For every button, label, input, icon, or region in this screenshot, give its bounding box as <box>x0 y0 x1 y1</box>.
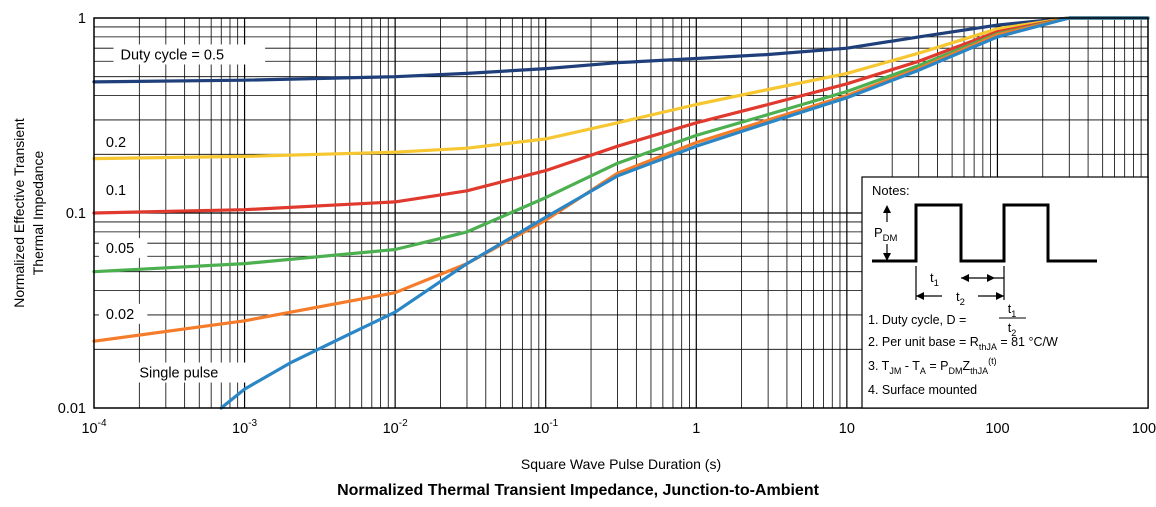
series-line <box>92 16 1150 161</box>
series-label: 0.05 <box>106 241 134 257</box>
t1-arrow-right <box>961 274 969 282</box>
x-axis-title: Square Wave Pulse Duration (s) <box>521 456 721 472</box>
pulse-waveform <box>872 203 1097 263</box>
t1-label: t1 <box>930 270 939 289</box>
y-tick-label: 0.1 <box>66 206 86 222</box>
y-axis-title-line: Normalized Effective Transient <box>11 118 27 308</box>
pdm-label-bg <box>874 222 904 244</box>
y-tick-label: 0.01 <box>58 401 86 417</box>
series-label: 0.2 <box>106 135 126 151</box>
t1-arrow-left <box>987 274 995 282</box>
series-label: Duty cycle = 0.5 <box>121 47 225 63</box>
series-label-layer: Duty cycle = 0.5 0.2 0.1 0.05 0.02 Single pul… <box>98 44 266 383</box>
note-2: 2. Per unit base = RthJA = 81 °C/W <box>868 335 1058 352</box>
notes-heading: Notes: <box>872 183 910 198</box>
x-tick-label: 10-2 <box>383 418 408 437</box>
pdm-arrow-up <box>883 205 891 213</box>
y-tick-label: 1 <box>78 11 86 27</box>
t2-label: t2 <box>956 289 965 308</box>
t2-arrow <box>996 292 1004 300</box>
grid-layer <box>94 18 1148 408</box>
series-line <box>219 16 1150 410</box>
chart-title: Normalized Thermal Transient Impedance, … <box>337 482 820 499</box>
x-tick-label: 10 <box>839 421 855 437</box>
x-tick-label: 1 <box>692 421 700 437</box>
pdm-label: PDM <box>874 225 898 244</box>
series-label-bg <box>98 238 148 259</box>
series-label-bg <box>98 180 139 201</box>
pdm-arrow-down <box>883 253 891 261</box>
series-label: 0.1 <box>106 183 126 199</box>
series-line <box>92 16 1150 343</box>
note-1-fraction-top: t1 <box>1008 302 1017 319</box>
note-3: 3. TJM - TA = PDMZthJA(t) <box>868 356 997 376</box>
y-axis-title: Normalized Effective Transient Thermal Im… <box>11 118 46 308</box>
series-label-bg <box>98 132 139 153</box>
note-4: 4. Surface mounted <box>868 383 977 397</box>
t1-label-bg <box>925 268 949 288</box>
note-1-fraction-bottom: t2 <box>1008 321 1017 338</box>
series-label-bg <box>113 44 266 65</box>
series-line <box>92 16 1150 84</box>
series-label: Single pulse <box>139 366 218 382</box>
series-label: 0.02 <box>106 307 134 323</box>
x-tick-label: 100 <box>985 421 1009 437</box>
series-label-bg <box>132 362 250 383</box>
series-layer <box>92 16 1150 410</box>
t1-arrow <box>916 292 924 300</box>
note-1: 1. Duty cycle, D = <box>868 313 966 327</box>
series-label-bg <box>98 303 148 324</box>
x-tick-label: 10-3 <box>232 418 257 437</box>
series-line <box>92 16 1150 215</box>
x-tick-label: 10-4 <box>81 418 106 437</box>
y-axis-title-line: Thermal Impedance <box>30 151 46 276</box>
x-tick-label: 10-1 <box>533 418 558 437</box>
